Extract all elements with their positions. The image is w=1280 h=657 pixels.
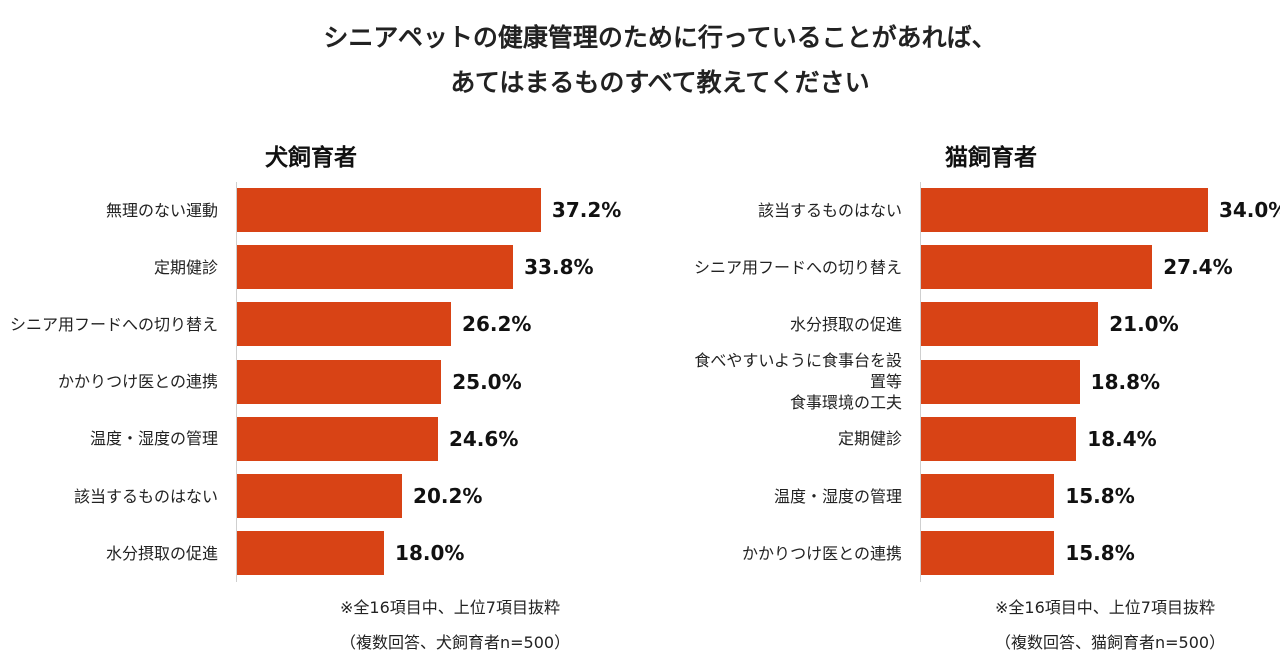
value-label: 37.2%	[551, 198, 622, 222]
bar	[237, 188, 541, 232]
category-label: かかりつけ医との連携	[57, 372, 218, 392]
bar	[921, 416, 1077, 461]
category-label: 温度・湿度の管理	[89, 429, 218, 449]
category-label: 水分摂取の促進	[789, 314, 902, 334]
category-label: 該当するものはない	[757, 200, 902, 220]
category-label: 該当するものはない	[73, 486, 218, 506]
chart-subtitle: 犬飼育者	[265, 145, 357, 171]
value-label: 27.4%	[1163, 255, 1233, 280]
bar	[921, 531, 1055, 576]
category-label: シニア用フードへの切り替え	[9, 314, 218, 334]
value-label: 18.8%	[1090, 369, 1161, 394]
category-label: 無理のない運動	[105, 200, 218, 220]
chart-subtitle: 猫飼育者	[945, 145, 1037, 171]
value-label: 18.4%	[1087, 426, 1157, 451]
value-label: 15.8%	[1065, 541, 1135, 566]
value-label: 26.2%	[462, 312, 532, 337]
category-label: 定期健診	[837, 429, 902, 449]
bar	[237, 245, 514, 290]
bar	[237, 531, 385, 576]
bar	[921, 302, 1099, 347]
axis-line	[920, 182, 921, 583]
note: ※全16項目中、上位7項目抜粋	[340, 598, 560, 617]
value-label: 20.2%	[413, 484, 483, 508]
value-label: 21.0%	[1109, 312, 1179, 337]
value-label: 34.0%	[1218, 198, 1280, 222]
note: （複数回答、猫飼育者n=500）	[995, 633, 1226, 652]
category-label: 定期健診	[153, 257, 218, 277]
title-line: あてはまるものすべて教えてください	[450, 68, 870, 97]
bar	[921, 359, 1080, 404]
axis-line	[236, 182, 237, 583]
bar	[921, 188, 1208, 232]
note: （複数回答、犬飼育者n=500）	[340, 633, 571, 652]
category-label: シニア用フードへの切り替え	[693, 257, 902, 277]
value-label: 25.0%	[452, 369, 522, 394]
category-label: 温度・湿度の管理	[773, 486, 902, 506]
value-label: 15.8%	[1065, 484, 1135, 508]
bar	[921, 474, 1055, 518]
category-label: 水分摂取の促進	[105, 543, 218, 563]
value-label: 33.8%	[524, 255, 594, 280]
title-line: シニアペットの健康管理のために行っていることがあれば、	[323, 23, 997, 52]
bar	[237, 359, 442, 404]
note: ※全16項目中、上位7項目抜粋	[995, 598, 1215, 617]
category-label: 食べやすいように食事台を設置等 食事環境の工夫	[694, 351, 902, 413]
value-label: 24.6%	[448, 426, 519, 451]
category-label: かかりつけ医との連携	[741, 543, 902, 563]
bar	[921, 245, 1153, 290]
bar	[237, 416, 438, 461]
bar	[237, 302, 452, 347]
bar	[237, 474, 403, 518]
value-label: 18.0%	[395, 541, 465, 566]
